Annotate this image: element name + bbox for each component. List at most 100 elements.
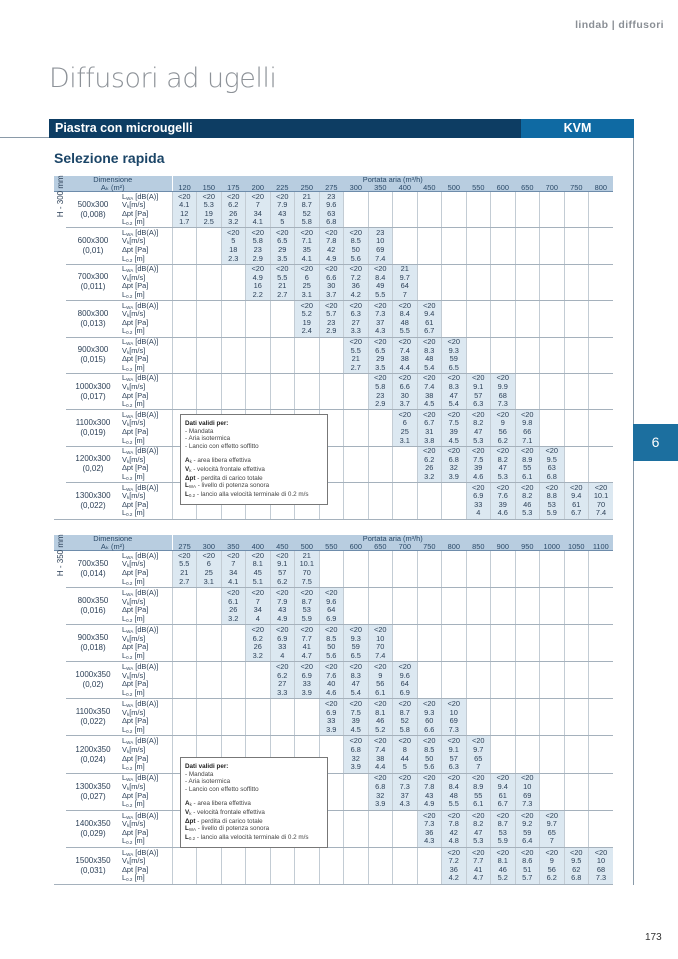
value: 21 (351, 354, 360, 364)
value-cell (588, 624, 614, 663)
value: 9.6 (326, 200, 337, 210)
parameter-label: Δpt [Pa] (122, 643, 172, 652)
value: 48 (449, 790, 458, 800)
value: 9.9 (497, 382, 508, 392)
value-cell (171, 337, 197, 374)
value: 7.4 (595, 508, 607, 518)
value-cell (490, 300, 516, 338)
param-subscript: WA (126, 740, 134, 746)
value: 59 (351, 642, 360, 652)
value: 2.9 (375, 399, 386, 409)
value: 39 (498, 499, 507, 509)
value: <20 (349, 699, 363, 709)
param-unit: [dB(A)] (133, 373, 159, 383)
parameter-label: Vk[m/s] (122, 273, 172, 283)
parameter-label: LWA [dB(A)] (122, 409, 172, 420)
value-cell (539, 624, 565, 663)
parameter-labels: LWA [dB(A)] Vk[m/s] Δpt [Pa] L0.2 [m] (120, 482, 173, 520)
flow-column-header: 225 (270, 183, 295, 192)
param-symbol: L (122, 264, 127, 274)
param-unit: [m/s] (129, 200, 146, 210)
value-cell (196, 587, 222, 626)
legend-symbol: A (185, 457, 190, 465)
value: 8.7 (497, 819, 508, 829)
info-box: Dati validi per: - Mandata - Aria isotermi… (180, 414, 328, 506)
value: 37 (400, 790, 409, 800)
param-subscript: k (126, 860, 130, 866)
parameter-label: LWA [dB(A)] (122, 625, 172, 635)
value: 6.1 (522, 472, 533, 482)
value: <20 (398, 773, 412, 783)
param-unit: [m/s] (129, 382, 146, 392)
value-cell (563, 446, 589, 484)
value-cell (588, 550, 614, 589)
parameter-label: Vk[m/s] (122, 346, 172, 356)
param-unit: [m/s] (129, 782, 146, 792)
value: 4.6 (326, 687, 337, 697)
value: 9.8 (522, 418, 533, 428)
value: 50 (425, 753, 434, 763)
param-unit: [m/s] (129, 707, 146, 717)
value: 4.4 (399, 362, 410, 372)
value: <20 (373, 264, 387, 274)
value-cell (441, 227, 467, 265)
value-cell: <20 6.2 27 3.3 (269, 661, 295, 700)
parameter-label: L0.2 [m] (122, 363, 172, 373)
param-unit: [Pa] (133, 245, 149, 255)
value: 8 (402, 744, 407, 754)
param-unit: [dB(A)] (133, 409, 159, 419)
value: 47 (474, 427, 483, 437)
param-symbol: L (122, 736, 127, 746)
legend-text: - area libera effettiva (191, 800, 251, 808)
param-subscript: WA (126, 486, 134, 492)
param-unit: [Pa] (133, 463, 149, 473)
param-subscript: WA (126, 231, 134, 237)
dimension-area: (0,013) (80, 318, 106, 328)
value: 6.6 (326, 272, 337, 282)
value: 5.2 (301, 309, 312, 319)
value: 6.9 (473, 491, 484, 501)
value: 7 (402, 290, 407, 300)
value: 5.6 (350, 253, 361, 263)
value-cell (465, 624, 491, 663)
value: 3.7 (399, 399, 410, 409)
value: <20 (545, 482, 559, 492)
value-cell (490, 698, 516, 737)
value: 3.8 (424, 435, 435, 445)
value-cell: <20 5.5 21 2.7 (171, 550, 197, 589)
value: 6.9 (301, 670, 312, 680)
parameter-labels: LWA [dB(A)] Vk[m/s] Δpt [Pa] L0.2 [m] (120, 550, 173, 589)
value: <20 (471, 847, 485, 857)
value: 7.9 (277, 596, 288, 606)
dimension-size: 900x300 (77, 345, 109, 355)
value-cell: <20 9.7 65 7 (539, 810, 565, 848)
value: 9.7 (473, 744, 484, 754)
param-unit: [dB(A)] (133, 337, 159, 347)
param-unit: [Pa] (133, 317, 149, 327)
value: 50 (327, 642, 336, 652)
value: 47 (474, 827, 483, 837)
param-symbol: V (122, 491, 127, 501)
value-cell (416, 661, 442, 700)
info-condition: - Mandata (185, 770, 214, 778)
value-cell (220, 300, 246, 338)
table-row: 700x300 (0,011) LWA [dB(A)] Vk[m/s] Δpt [Pa]… (54, 264, 614, 302)
dimension-cell: 800x300 (0,013) (66, 300, 120, 338)
param-symbol: Δpt (122, 390, 134, 400)
legend-symbol: V (185, 808, 190, 816)
dimension-size: 1100x350 (75, 707, 111, 717)
value-cell (539, 409, 565, 447)
param-unit: [m] (132, 650, 145, 660)
value: 5.5 (399, 326, 410, 336)
value-cell (588, 264, 614, 302)
chapter-tab[interactable]: 6 (633, 424, 678, 461)
value: 56 (376, 679, 385, 689)
value-cell (171, 264, 197, 302)
param-symbol: L (122, 625, 127, 635)
legend-subscript: k (189, 459, 192, 465)
legend-text: - livello di potenza sonora (195, 482, 270, 490)
dimension-area: (0,017) (80, 391, 106, 401)
value: 9.6 (326, 596, 337, 606)
value-cell (490, 550, 516, 589)
value-cell (514, 300, 540, 338)
